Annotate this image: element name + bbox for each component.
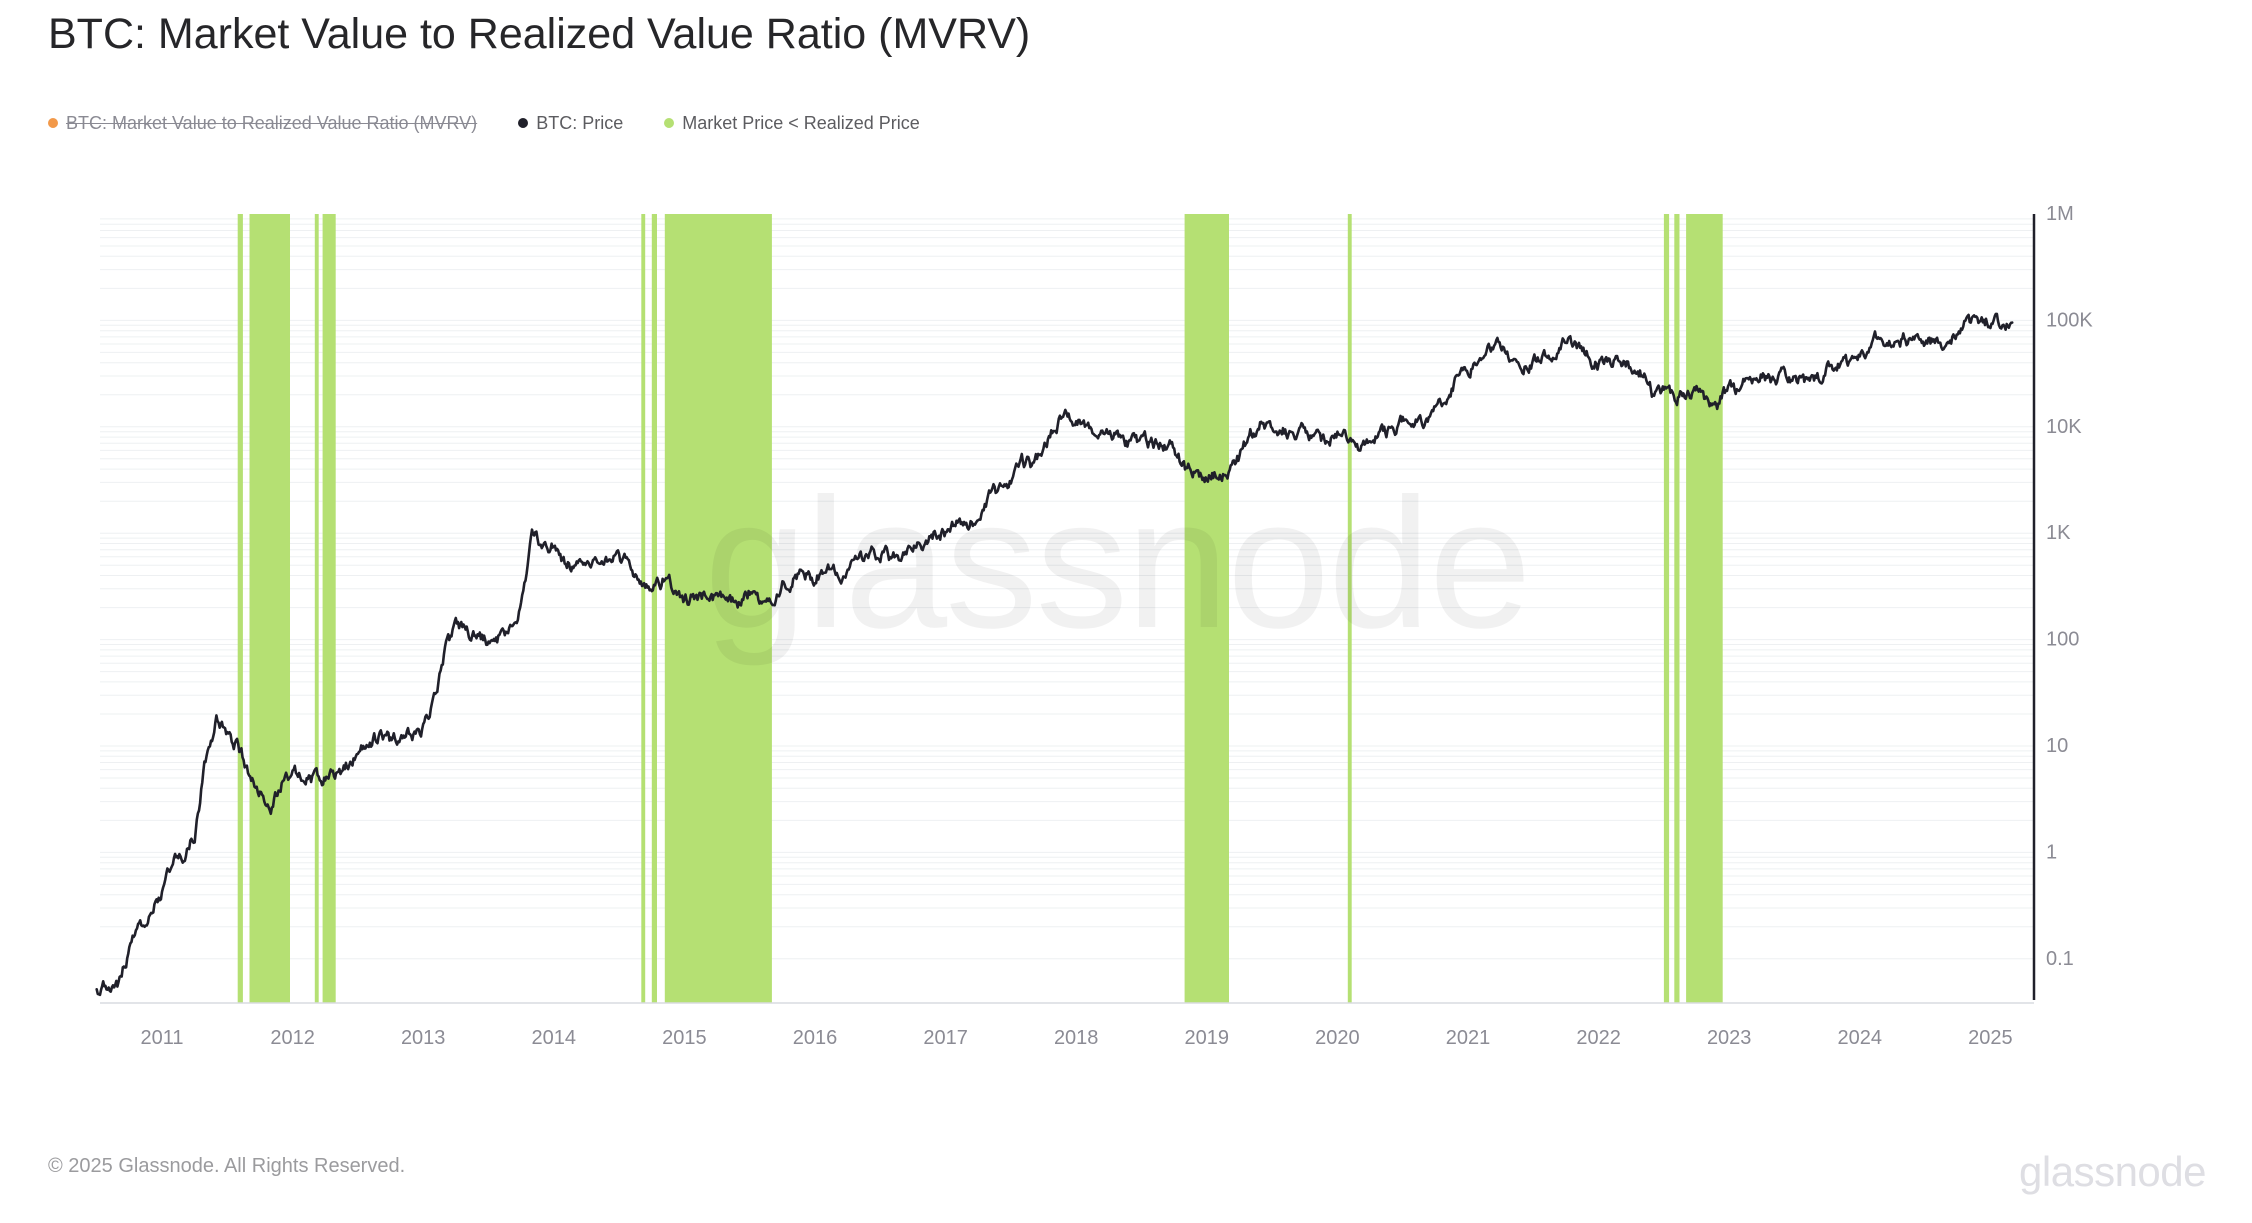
svg-text:2018: 2018 bbox=[1054, 1027, 1099, 1049]
svg-text:10: 10 bbox=[2046, 735, 2068, 757]
svg-text:2022: 2022 bbox=[1576, 1027, 1621, 1049]
svg-text:2024: 2024 bbox=[1838, 1027, 1883, 1049]
svg-text:0.1: 0.1 bbox=[2046, 948, 2074, 970]
svg-text:2017: 2017 bbox=[923, 1027, 968, 1049]
svg-text:2014: 2014 bbox=[532, 1027, 577, 1049]
svg-text:2023: 2023 bbox=[1707, 1027, 1752, 1049]
svg-text:2013: 2013 bbox=[401, 1027, 446, 1049]
svg-text:2021: 2021 bbox=[1446, 1027, 1491, 1049]
svg-text:100: 100 bbox=[2046, 629, 2079, 651]
svg-text:1M: 1M bbox=[2046, 203, 2074, 225]
svg-text:1: 1 bbox=[2046, 841, 2057, 863]
svg-text:2020: 2020 bbox=[1315, 1027, 1360, 1049]
svg-text:2016: 2016 bbox=[793, 1027, 838, 1049]
svg-text:2025: 2025 bbox=[1968, 1027, 2013, 1049]
svg-text:2015: 2015 bbox=[662, 1027, 707, 1049]
svg-text:2011: 2011 bbox=[140, 1027, 183, 1049]
svg-text:1K: 1K bbox=[2046, 522, 2071, 544]
svg-text:2012: 2012 bbox=[270, 1027, 315, 1049]
svg-text:10K: 10K bbox=[2046, 416, 2082, 438]
svg-text:100K: 100K bbox=[2046, 309, 2093, 331]
svg-text:2019: 2019 bbox=[1185, 1027, 1230, 1049]
